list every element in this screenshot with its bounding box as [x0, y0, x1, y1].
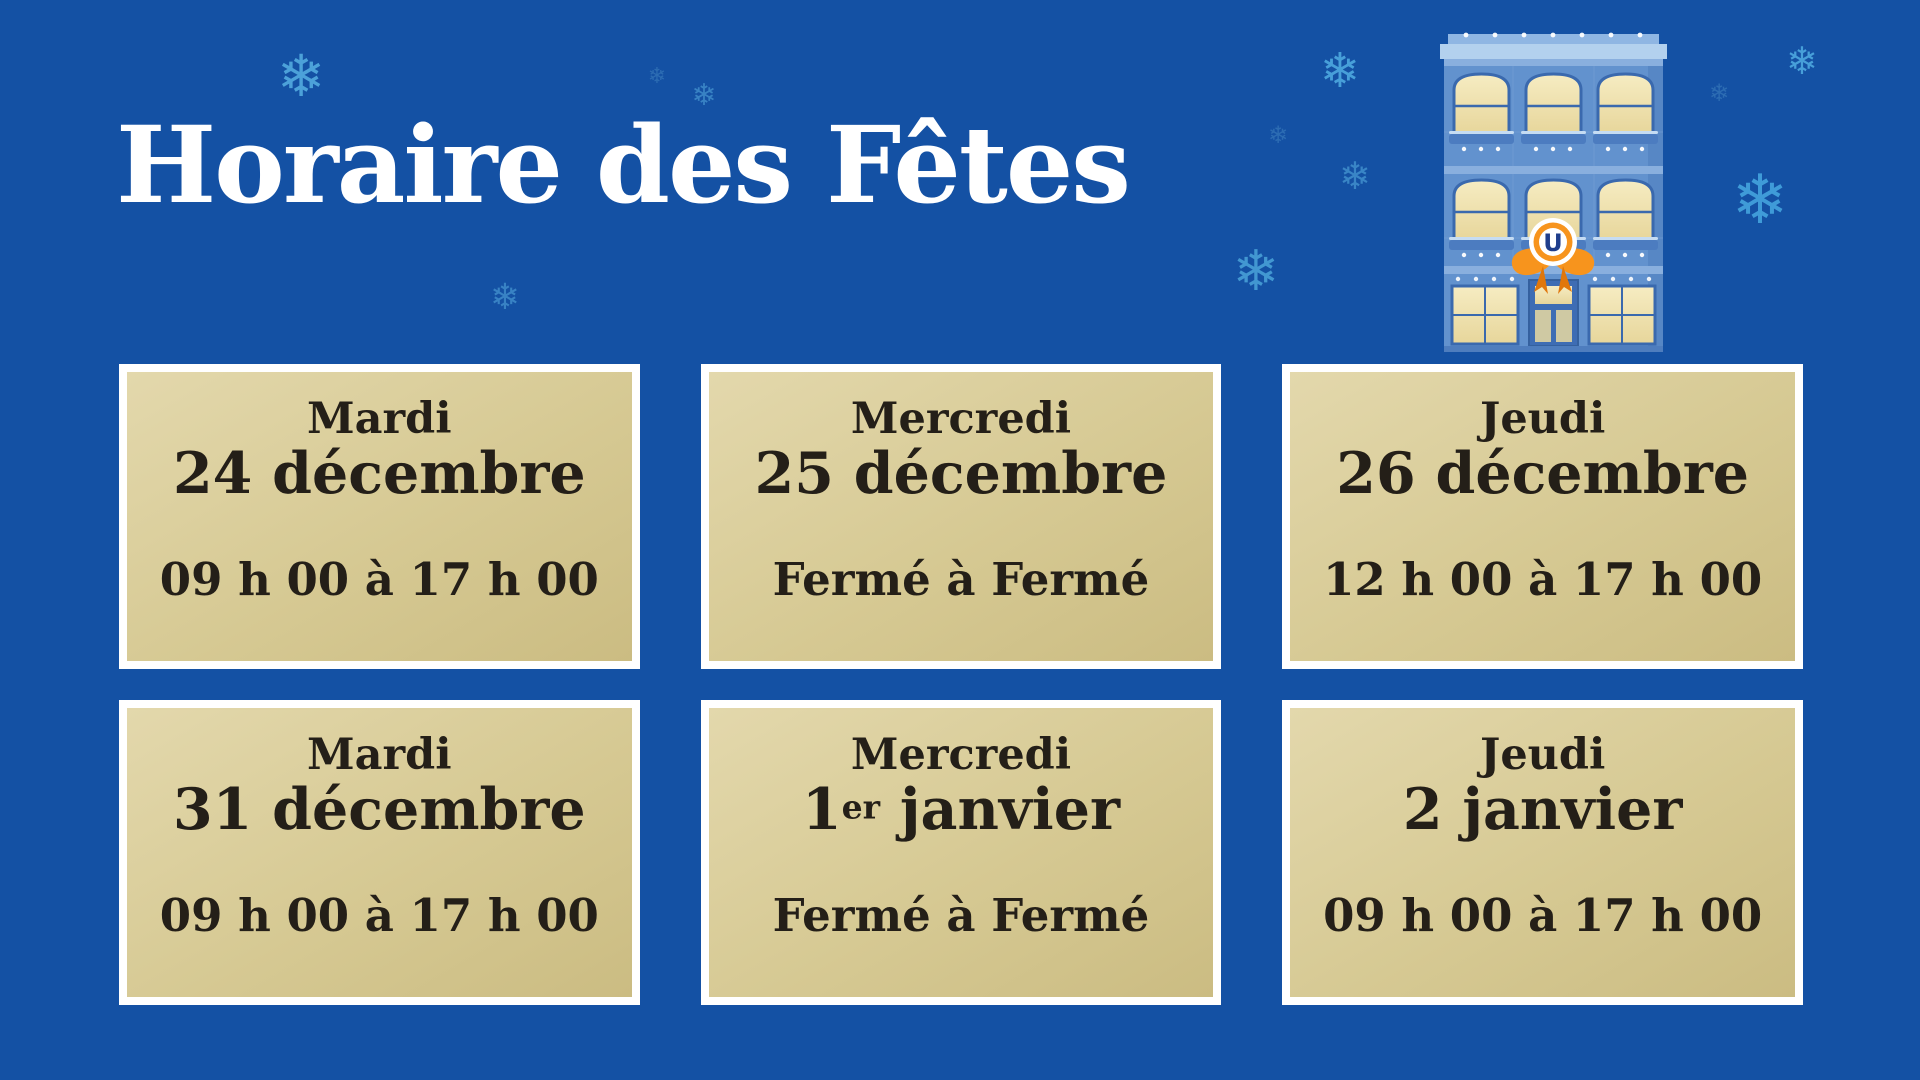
snowflake-icon: ❄	[1339, 154, 1371, 198]
card-date: 26 décembre	[1336, 440, 1750, 508]
snowflake-icon: ❄	[647, 64, 667, 89]
snowflake-icon: ❄	[1731, 161, 1789, 240]
card-day: Mercredi	[850, 730, 1072, 780]
schedule-card: Mardi 31 décembre 09 h 00 à 17 h 00	[119, 700, 640, 1005]
roof-lights-icon	[1463, 32, 1643, 38]
card-date: 25 décembre	[754, 440, 1168, 508]
storefront-windows	[1450, 284, 1657, 346]
card-header: Jeudi 2 janvier	[1402, 730, 1683, 844]
card-hours: 12 h 00 à 17 h 00	[1323, 552, 1763, 606]
u-letter: U	[1543, 229, 1563, 257]
garland-icon	[1449, 131, 1658, 152]
u-logo-badge: U	[1511, 218, 1595, 294]
schedule-card: Mercredi 1er janvier Fermé à Fermé	[700, 700, 1222, 1005]
card-hours: Fermé à Fermé	[772, 888, 1150, 942]
schedule-card: Jeudi 26 décembre 12 h 00 à 17 h 00	[1282, 364, 1803, 669]
schedule-card: Jeudi 2 janvier 09 h 00 à 17 h 00	[1282, 700, 1803, 1005]
schedule-card: Mercredi 25 décembre Fermé à Fermé	[700, 364, 1222, 669]
storefront-lights-icon	[1455, 276, 1652, 282]
card-header: Mardi 24 décembre	[172, 394, 586, 508]
card-date: 2 janvier	[1402, 776, 1683, 844]
snowflake-icon: ❄	[1267, 121, 1289, 149]
snowflake-icon: ❄	[1708, 79, 1730, 107]
snowflake-icon: ❄	[489, 277, 521, 318]
card-day: Jeudi	[1479, 730, 1606, 780]
holiday-grid: Mardi 24 décembre 09 h 00 à 17 h 00 Merc…	[119, 364, 1803, 1005]
card-header: Jeudi 26 décembre	[1336, 394, 1750, 508]
upper-windows	[1452, 72, 1655, 136]
snowflake-icon: ❄	[1786, 39, 1818, 83]
card-day: Jeudi	[1479, 394, 1606, 444]
card-date: 31 décembre	[172, 776, 586, 844]
schedule-card: Mardi 24 décembre 09 h 00 à 17 h 00	[119, 364, 640, 669]
card-header: Mercredi 25 décembre	[754, 394, 1168, 508]
card-date: 1er janvier	[801, 776, 1120, 844]
card-day: Mardi	[307, 730, 452, 780]
page-title: Horaire des Fêtes	[116, 102, 1131, 227]
card-date: 24 décembre	[172, 440, 586, 508]
card-header: Mardi 31 décembre	[172, 730, 586, 844]
card-header: Mercredi 1er janvier	[801, 730, 1120, 844]
snowflake-icon: ❄	[1232, 239, 1280, 304]
card-hours: 09 h 00 à 17 h 00	[159, 552, 599, 606]
card-day: Mardi	[307, 394, 452, 444]
snowflake-icon: ❄	[276, 42, 326, 110]
store-illustration: U	[1440, 32, 1667, 352]
store-door	[1528, 279, 1579, 347]
snowflake-icon: ❄	[1319, 43, 1361, 99]
card-hours: 09 h 00 à 17 h 00	[1323, 888, 1763, 942]
card-day: Mercredi	[850, 394, 1072, 444]
card-hours: 09 h 00 à 17 h 00	[159, 888, 599, 942]
card-hours: Fermé à Fermé	[772, 552, 1150, 606]
